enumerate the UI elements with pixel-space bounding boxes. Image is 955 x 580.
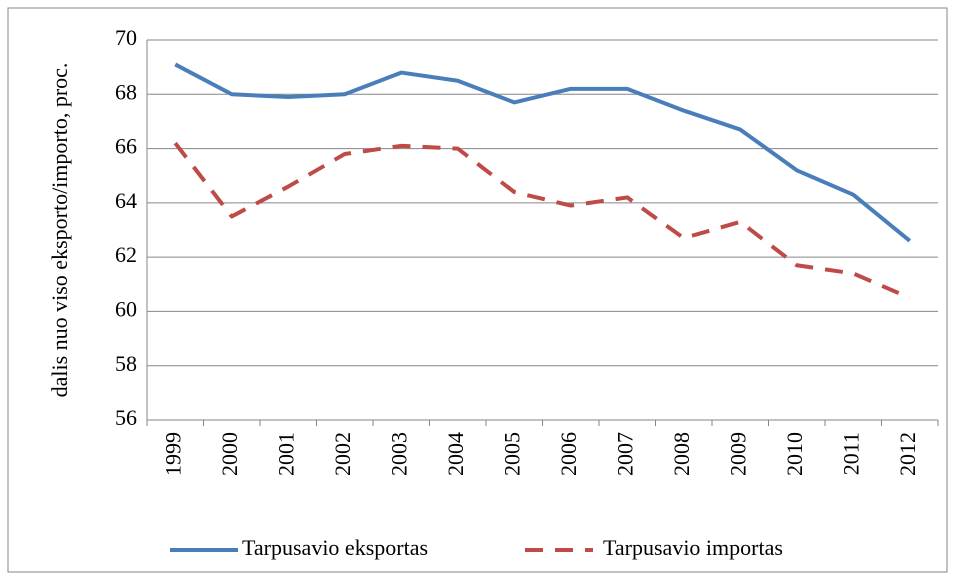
x-tick-label: 2005 <box>499 432 524 476</box>
y-tick-label: 68 <box>115 79 137 104</box>
chart-frame <box>7 7 948 573</box>
y-tick-label: 62 <box>115 242 137 267</box>
x-tick-label: 2007 <box>612 432 637 476</box>
legend-label: Tarpusavio importas <box>603 535 783 560</box>
x-tick-label: 2006 <box>556 432 581 476</box>
x-tick-label: 2003 <box>386 432 411 476</box>
x-tick-label: 2012 <box>895 432 920 476</box>
x-tick-label: 2000 <box>217 432 242 476</box>
y-tick-label: 56 <box>115 405 137 430</box>
y-tick-label: 66 <box>115 134 137 159</box>
legend-label: Tarpusavio eksportas <box>242 535 428 560</box>
x-tick-label: 1999 <box>160 432 185 476</box>
y-tick-label: 64 <box>115 188 137 213</box>
y-axis-label: dalis nuo viso eksporto/importo, proc. <box>47 63 72 398</box>
y-tick-label: 58 <box>115 351 137 376</box>
series-line <box>173 141 911 300</box>
x-tick-label: 2004 <box>443 432 468 476</box>
x-tick-label: 2009 <box>725 432 750 476</box>
x-tick-label: 2001 <box>273 432 298 476</box>
y-tick-label: 70 <box>115 25 137 50</box>
y-tick-label: 60 <box>115 296 137 321</box>
x-tick-label: 2011 <box>838 432 863 475</box>
x-tick-label: 2008 <box>669 432 694 476</box>
x-tick-label: 2010 <box>782 432 807 476</box>
series-line <box>174 62 912 243</box>
x-tick-label: 2002 <box>330 432 355 476</box>
